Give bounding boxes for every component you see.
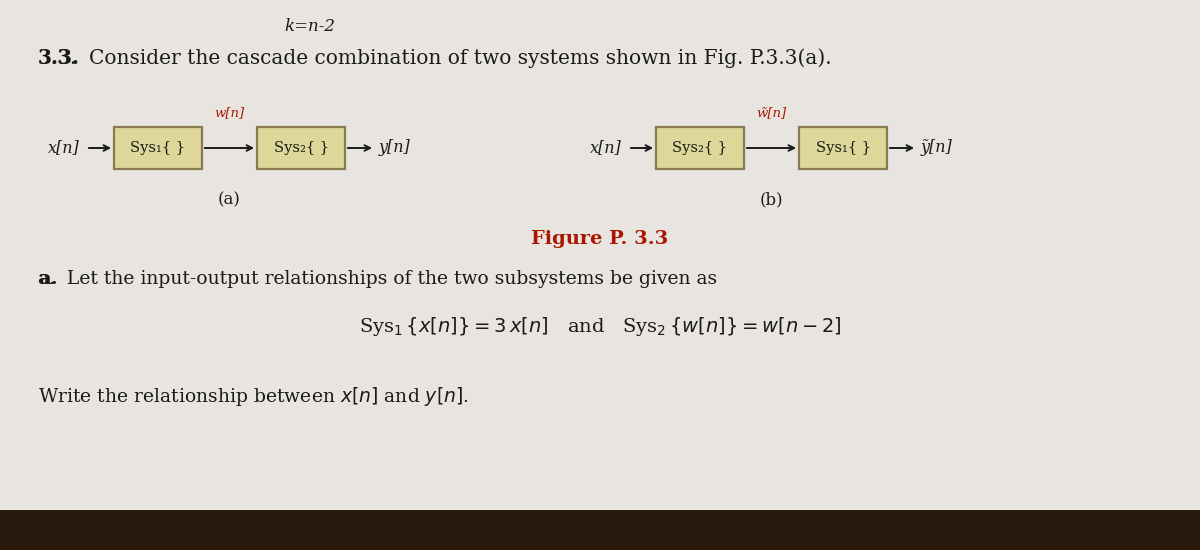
Bar [0, 510, 1200, 550]
Text: x[n]: x[n] [48, 140, 79, 157]
Text: k=n-2: k=n-2 [284, 18, 336, 35]
FancyBboxPatch shape [0, 0, 1200, 520]
Text: Sys₁{ }: Sys₁{ } [131, 141, 186, 155]
Text: Sys₂{ }: Sys₂{ } [672, 141, 727, 155]
Bar [257, 127, 346, 169]
Text: 3.3.  Consider the cascade combination of two systems shown in Fig. P.3.3(a).: 3.3. Consider the cascade combination of… [38, 48, 832, 68]
Text: y[n]: y[n] [379, 140, 410, 157]
Text: 3.3.: 3.3. [38, 48, 80, 68]
Bar [114, 127, 202, 169]
Bar [799, 127, 887, 169]
Text: w̃[n]: w̃[n] [756, 106, 786, 119]
Text: Sys₁{ }: Sys₁{ } [816, 141, 870, 155]
Bar [656, 127, 744, 169]
Text: x[n]: x[n] [590, 140, 622, 157]
Text: Write the relationship between $x[n]$ and $y[n]$.: Write the relationship between $x[n]$ an… [38, 385, 469, 408]
Text: Figure P. 3.3: Figure P. 3.3 [532, 230, 668, 248]
Text: (a): (a) [218, 191, 241, 208]
Text: Sys₂{ }: Sys₂{ } [274, 141, 329, 155]
Text: (b): (b) [760, 191, 784, 208]
Text: ỹ[n]: ỹ[n] [922, 140, 953, 157]
Text: a.  Let the input-output relationships of the two subsystems be given as: a. Let the input-output relationships of… [38, 270, 718, 288]
Text: w[n]: w[n] [215, 106, 245, 119]
Text: a.: a. [38, 270, 58, 288]
Text: $\mathregular{Sys}_1\,\{x[n]\} = 3\,x[n]$   and   $\mathregular{Sys}_2\,\{w[n]\}: $\mathregular{Sys}_1\,\{x[n]\} = 3\,x[n]… [359, 315, 841, 338]
